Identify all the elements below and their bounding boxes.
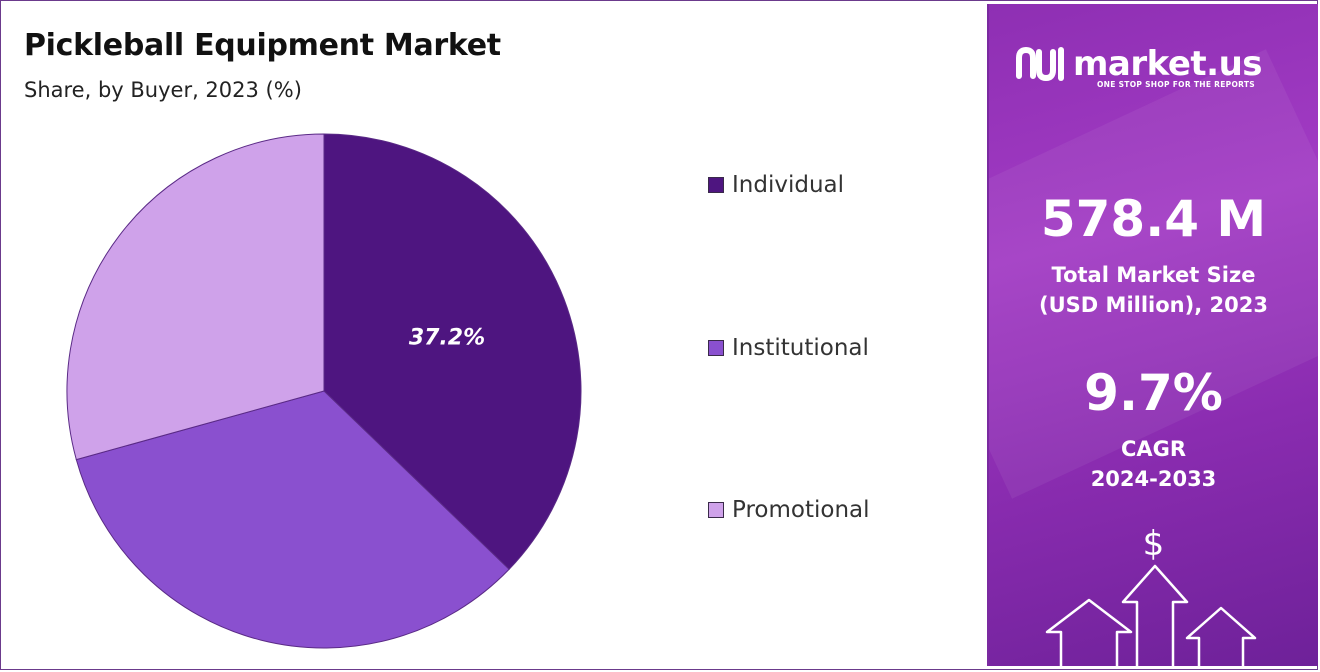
growth-arrows-icon bbox=[1045, 564, 1257, 666]
chart-title: Pickleball Equipment Market bbox=[24, 28, 501, 63]
dollar-icon: $ bbox=[1142, 524, 1165, 564]
data-label-individual: 37.2% bbox=[409, 326, 485, 351]
market-us-logo: market.us ONE STOP SHOP FOR THE REPORTS bbox=[1015, 44, 1263, 89]
legend-label-promotional: Promotional bbox=[732, 497, 870, 523]
legend-item-promotional: Promotional bbox=[708, 497, 870, 523]
chart-area: Pickleball Equipment Market Share, by Bu… bbox=[24, 28, 870, 649]
legend-label-institutional: Institutional bbox=[732, 335, 869, 361]
legend-swatch-individual bbox=[708, 177, 724, 193]
cagr-caption-line2: 2024-2033 bbox=[1090, 467, 1217, 491]
legend-item-individual: Individual bbox=[708, 172, 844, 198]
cagr-caption-line1: CAGR bbox=[1120, 437, 1187, 461]
legend-swatch-promotional bbox=[708, 502, 724, 518]
logo-text: market.us bbox=[1073, 44, 1263, 84]
logo-icon bbox=[1016, 46, 1064, 82]
legend-swatch-institutional bbox=[708, 340, 724, 356]
market-size-caption-line2: (USD Million), 2023 bbox=[1039, 293, 1268, 317]
legend-item-institutional: Institutional bbox=[708, 335, 869, 361]
logo-tagline: ONE STOP SHOP FOR THE REPORTS bbox=[1097, 80, 1255, 89]
market-size-caption-line1: Total Market Size bbox=[1051, 263, 1256, 287]
market-summary-panel: market.us ONE STOP SHOP FOR THE REPORTS … bbox=[987, 4, 1318, 666]
pie-chart: 37.2% bbox=[66, 133, 582, 649]
legend-label-individual: Individual bbox=[732, 172, 845, 198]
cagr-value: 9.7% bbox=[1084, 364, 1223, 422]
pie-slice-institutional bbox=[75, 390, 510, 649]
pie-slice-promotional bbox=[66, 133, 325, 461]
pie-slice-individual bbox=[323, 133, 582, 570]
market-size-value: 578.4 M bbox=[1040, 190, 1267, 248]
chart-subtitle: Share, by Buyer, 2023 (%) bbox=[24, 78, 302, 102]
